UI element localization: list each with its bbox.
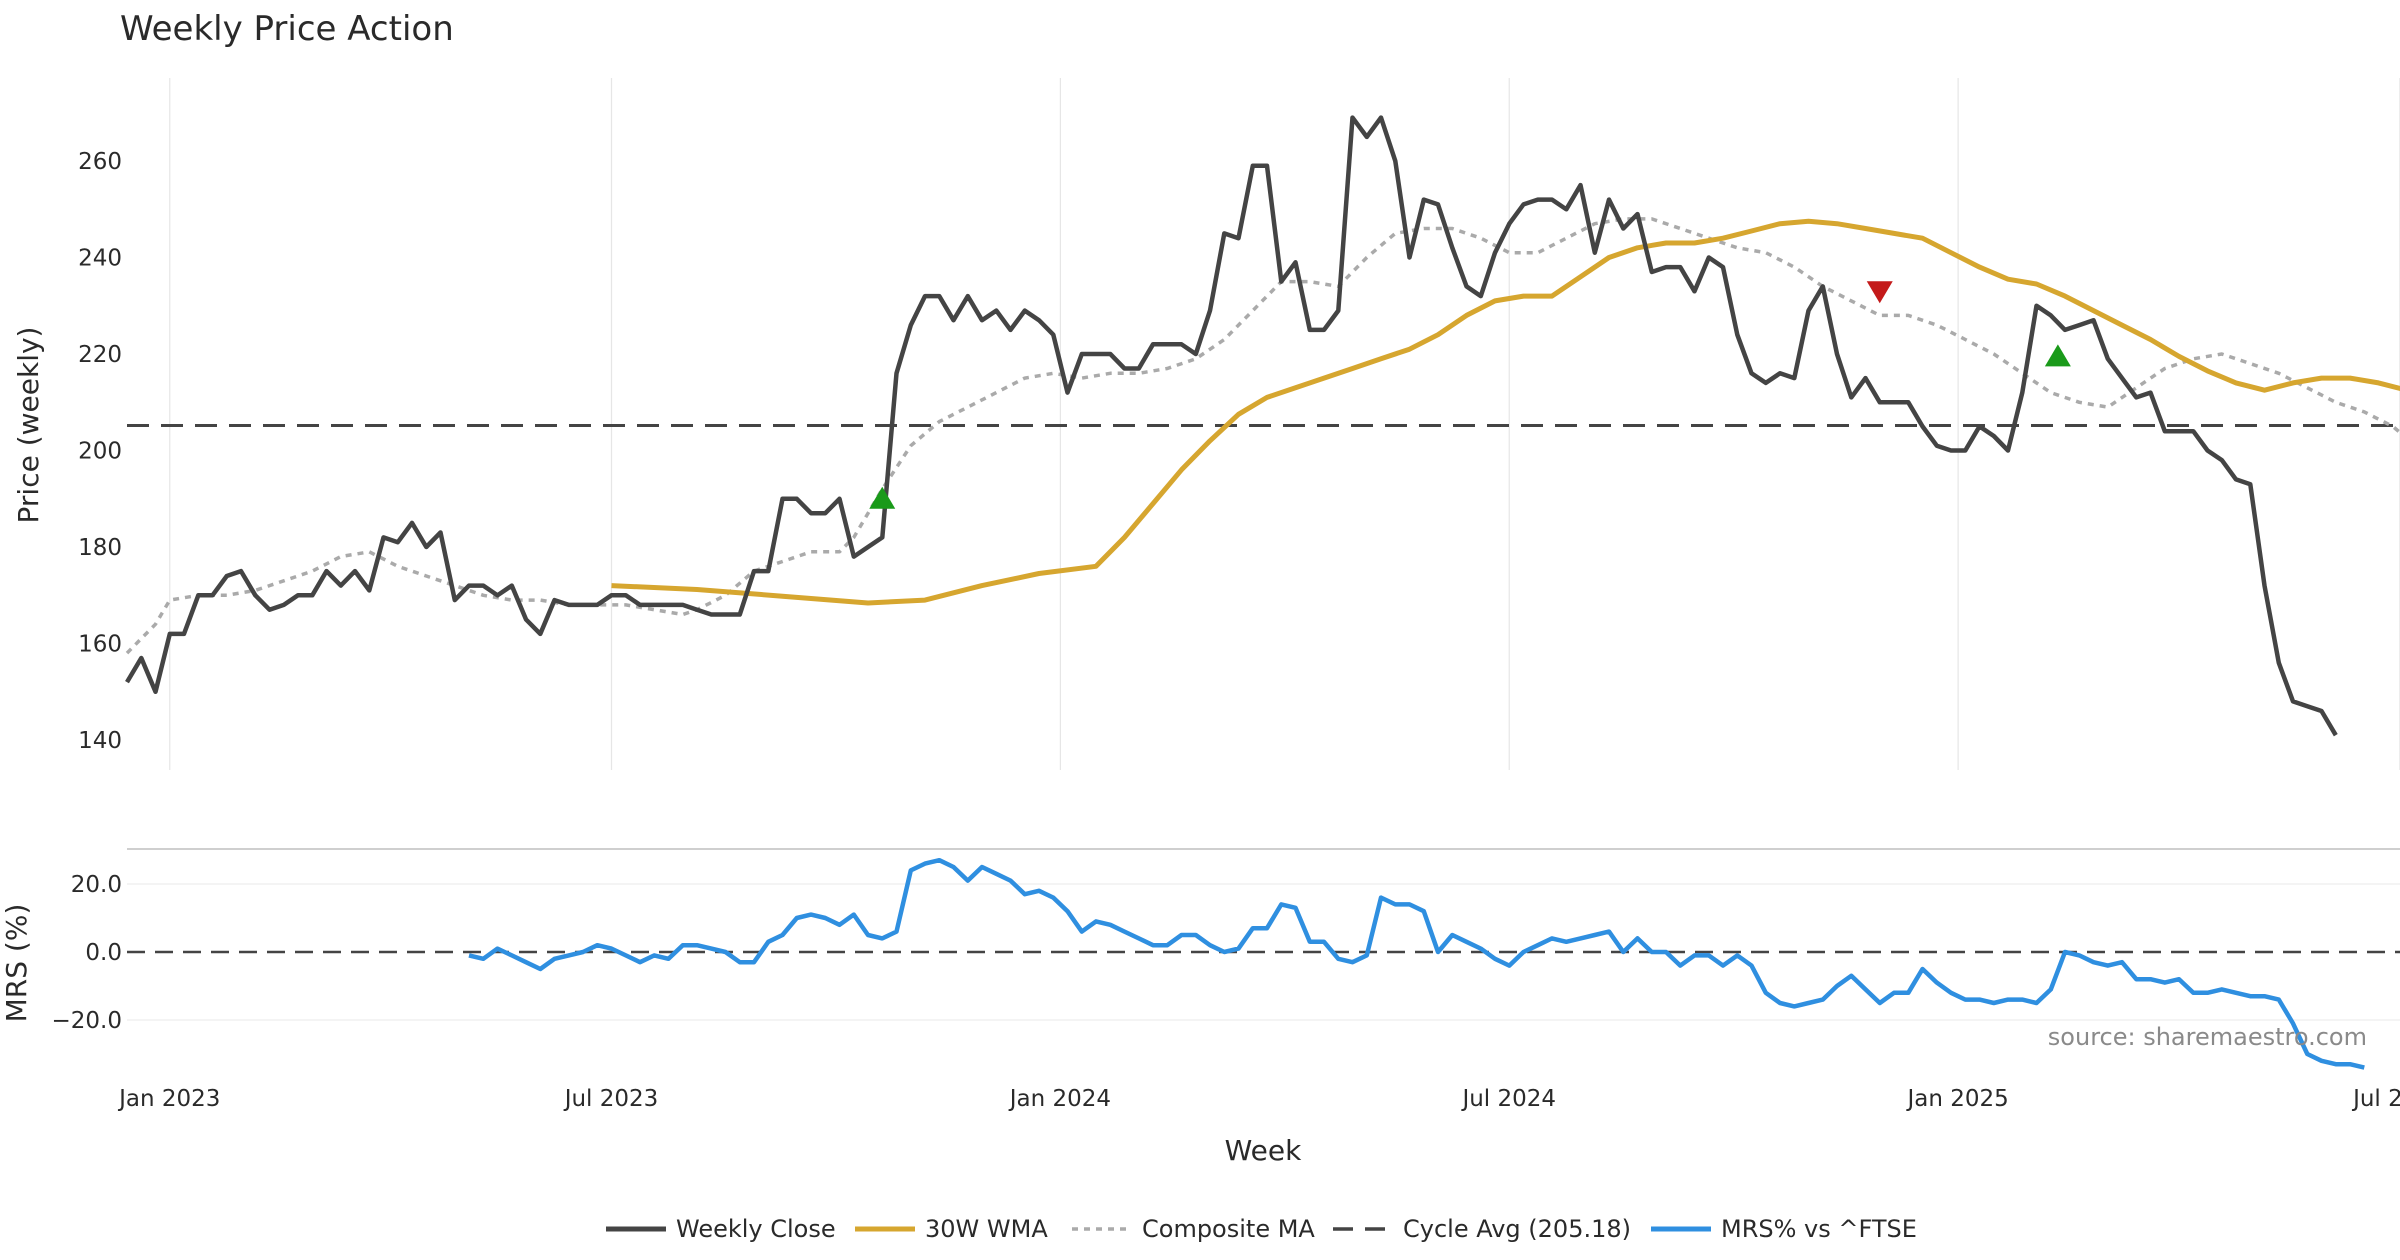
mrs-y-tick-label: 20.0 (71, 872, 122, 898)
x-axis-label: Week (1225, 1134, 1302, 1167)
legend-label: Cycle Avg (205.18) (1403, 1215, 1631, 1243)
mrs-y-tick-label: 0.0 (85, 940, 122, 966)
legend-label: 30W WMA (925, 1215, 1048, 1243)
y-tick-label: 260 (78, 149, 122, 175)
legend: Weekly Close 30W WMA Composite MA Cycle Avg… (606, 1215, 1917, 1243)
chart-title: Weekly Price Action (120, 9, 454, 49)
x-tick-label: Jul 2024 (1460, 1086, 1556, 1112)
price-panel: 140 160 180 200 220 240 260 Price (weekly) (12, 78, 2400, 770)
y-tick-label: 220 (78, 342, 122, 368)
y-tick-label: 180 (78, 535, 122, 561)
y-tick-label: 200 (78, 439, 122, 465)
y-tick-label: 160 (78, 632, 122, 658)
buy-signal-marker (2044, 344, 2071, 367)
x-tick-label: Jul 2023 (563, 1086, 659, 1112)
weekly-close-line (125, 115, 2338, 737)
legend-label: Weekly Close (676, 1215, 836, 1243)
sell-signal-marker (1866, 281, 1893, 304)
mrs-panel: 20.0 0.0 −20.0 MRS (%) (0, 848, 2400, 1070)
composite-ma-line (125, 217, 2400, 655)
wma-30w-line (611, 218, 2400, 606)
legend-label: Composite MA (1142, 1215, 1315, 1243)
x-tick-label: Jan 2025 (1905, 1086, 2008, 1112)
x-axis: Jan 2023 Jul 2023 Jan 2024 Jul 2024 Jan 2025… (117, 1086, 2400, 1112)
x-tick-label: Jan 2024 (1008, 1086, 1111, 1112)
buy-signal-marker (869, 486, 896, 509)
source-note: source: sharemaestro.com (2048, 1023, 2367, 1051)
legend-label: MRS% vs ^FTSE (1721, 1215, 1917, 1243)
x-tick-label: Jul 2025 (2351, 1086, 2400, 1112)
mrs-line (468, 857, 2365, 1070)
mrs-y-axis-label: MRS (%) (0, 904, 33, 1023)
y-tick-label: 240 (78, 246, 122, 272)
y-tick-label: 140 (78, 728, 122, 754)
mrs-y-tick-label: −20.0 (52, 1008, 122, 1034)
y-axis-label: Price (weekly) (12, 327, 45, 524)
x-tick-label: Jan 2023 (117, 1086, 220, 1112)
